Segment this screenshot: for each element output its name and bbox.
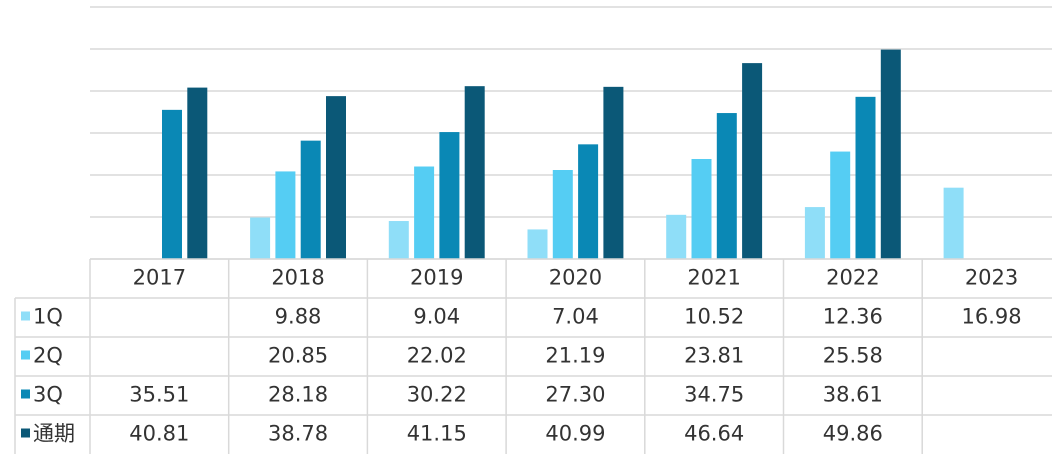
data-table-value: 30.22: [407, 383, 467, 407]
bar: [162, 109, 182, 259]
bar: [830, 151, 851, 259]
legend-label: 通期: [33, 422, 75, 446]
bar: [666, 214, 687, 259]
bar: [414, 166, 435, 259]
legend-label: 3Q: [33, 383, 63, 407]
x-tick-label: 2021: [687, 266, 740, 290]
x-tick-label: 2018: [271, 266, 324, 290]
bar: [578, 144, 599, 259]
data-table-value: 49.86: [823, 422, 883, 446]
data-table-value: 16.98: [961, 305, 1021, 329]
bar: [804, 207, 825, 259]
x-tick-label: 2023: [965, 266, 1018, 290]
data-table-value: 38.78: [268, 422, 328, 446]
x-tick-label: 2022: [826, 266, 879, 290]
data-table-value: 28.18: [268, 383, 328, 407]
legend-swatch: [21, 311, 30, 321]
data-table-value: 22.02: [407, 344, 467, 368]
data-table-value: 12.36: [823, 305, 883, 329]
bar: [880, 49, 901, 260]
bar: [742, 63, 763, 259]
data-table-value: 25.58: [823, 344, 883, 368]
bar: [275, 171, 296, 259]
data-table-value: 23.81: [684, 344, 744, 368]
data-table-value: 21.19: [545, 344, 605, 368]
data-table-value: 41.15: [407, 422, 467, 446]
data-table-value: 46.64: [684, 422, 744, 446]
bar: [603, 86, 624, 259]
legend-swatch: [21, 428, 30, 438]
data-table-value: 7.04: [552, 305, 599, 329]
bar: [388, 221, 409, 259]
legend-label: 1Q: [33, 305, 63, 329]
data-table-value: 38.61: [823, 383, 883, 407]
bar: [855, 96, 876, 259]
legend-swatch: [21, 350, 30, 360]
bar: [187, 87, 208, 260]
data-table-value: 34.75: [684, 383, 744, 407]
legend-swatch: [21, 389, 30, 399]
x-tick-label: 2019: [410, 266, 463, 290]
x-tick-label: 2017: [133, 266, 186, 290]
x-tick-label: 2020: [549, 266, 602, 290]
data-table-value: 9.04: [413, 305, 460, 329]
bar: [439, 132, 460, 259]
bar: [691, 158, 712, 259]
bar: [464, 86, 485, 259]
bar: [326, 96, 346, 260]
data-table-value: 40.81: [129, 422, 189, 446]
data-table-value: 27.30: [545, 383, 605, 407]
data-table-value: 10.52: [684, 305, 744, 329]
bar: [300, 140, 321, 259]
data-table-value: 35.51: [129, 383, 189, 407]
bar: [943, 187, 964, 259]
data-table-value: 9.88: [275, 305, 322, 329]
bar: [716, 113, 737, 259]
bar: [527, 229, 548, 259]
legend-label: 2Q: [33, 344, 63, 368]
data-table-value: 40.99: [545, 422, 605, 446]
data-table-value: 20.85: [268, 344, 328, 368]
bar: [250, 217, 271, 259]
bar: [552, 170, 573, 259]
